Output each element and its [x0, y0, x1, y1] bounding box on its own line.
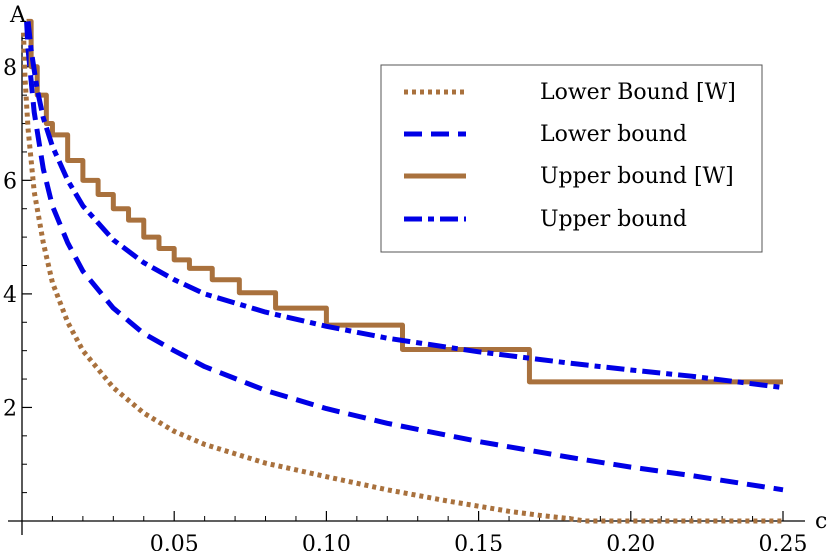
x-tick-label: 0.15: [454, 532, 503, 551]
x-axis-label: c: [815, 509, 827, 534]
x-tick-label: 0.25: [759, 532, 808, 551]
legend: Lower Bound [W] Lower bound Upper bound [W…: [380, 64, 763, 253]
series-upper-bound-w-line: [26, 18, 783, 385]
series-lower-bound-line: [24, 21, 784, 493]
legend-label-lower-bound: Lower bound: [540, 122, 687, 147]
y-tick-label: 6: [3, 169, 17, 194]
x-ticks: 0.05 0.10 0.15 0.20 0.25: [150, 511, 808, 551]
legend-items: Lower Bound [W] Lower bound Upper bound [W…: [404, 80, 736, 232]
y-tick-label: 4: [3, 283, 17, 308]
legend-label-lower-bound-w: Lower Bound [W]: [540, 80, 736, 105]
x-tick-label: 0.05: [150, 532, 199, 551]
y-axis-label: A: [9, 3, 27, 28]
series-lower-bound-w-line: [21, 32, 783, 524]
series-upper-bound-line: [25, 21, 784, 391]
y-minor-ticks: [22, 37, 27, 494]
series-layer: [21, 18, 784, 524]
x-minor-ticks: [51, 516, 754, 521]
y-tick-label: 2: [3, 396, 17, 421]
legend-label-upper-bound-w: Upper bound [W]: [540, 164, 734, 189]
legend-label-upper-bound: Upper bound: [540, 207, 687, 232]
axes: 0.05 0.10 0.15 0.20 0.25 2 4 6 8: [3, 35, 807, 551]
y-ticks: 2 4 6 8: [3, 56, 32, 421]
x-tick-label: 0.10: [302, 532, 351, 551]
y-tick-label: 8: [3, 56, 17, 81]
x-tick-label: 0.20: [606, 532, 655, 551]
